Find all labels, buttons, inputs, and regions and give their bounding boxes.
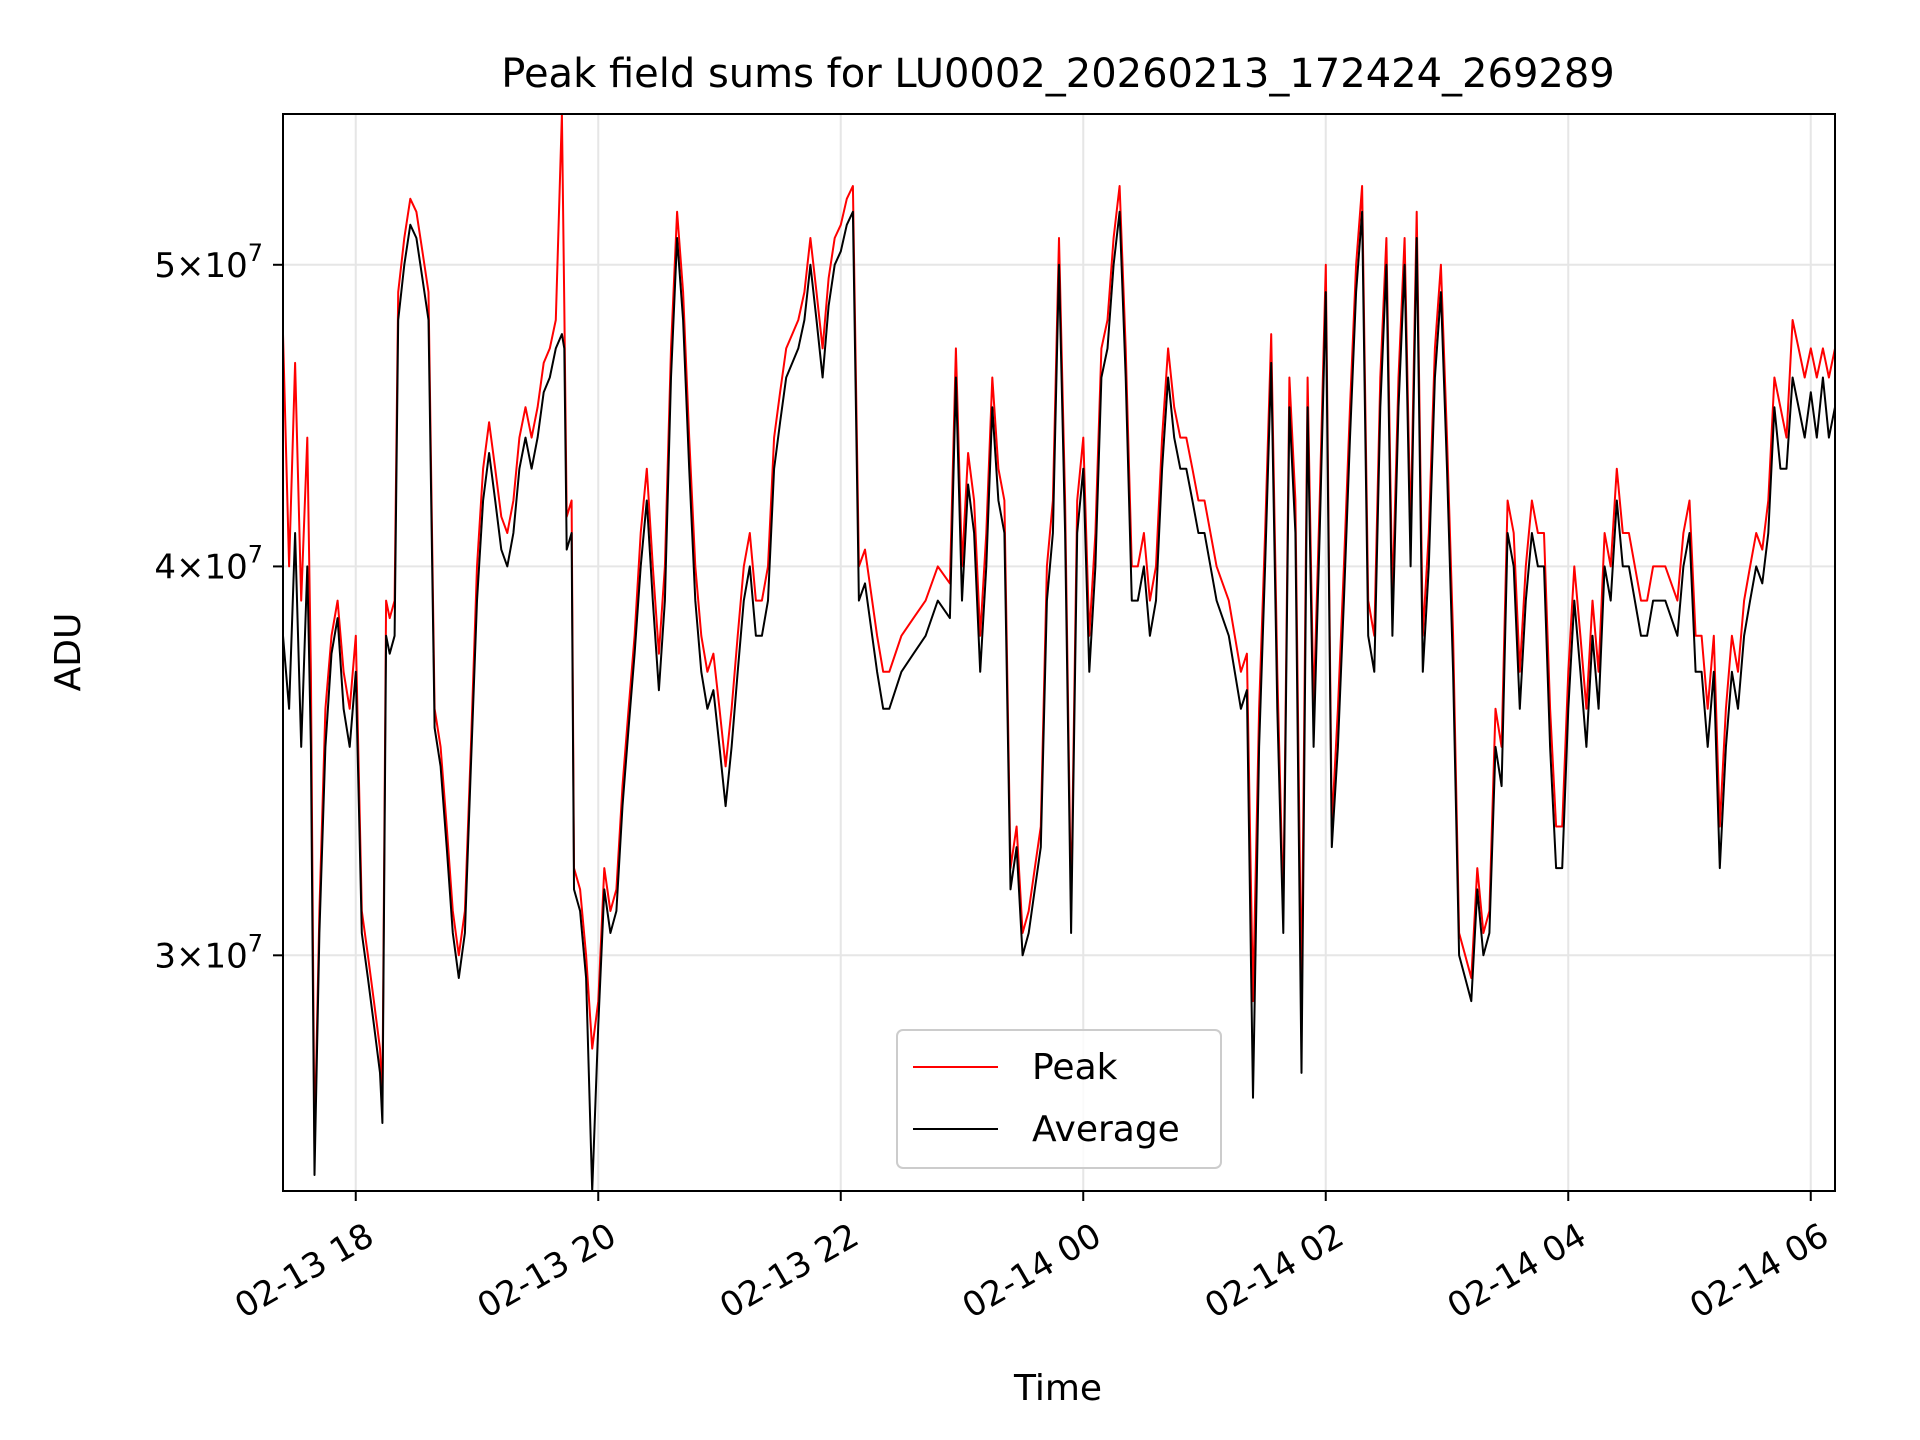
plot-frame xyxy=(282,113,1836,1192)
series-line-average xyxy=(282,210,1836,1192)
legend: Peak Average xyxy=(896,1029,1222,1169)
y-tick-label: 4×107 xyxy=(154,540,263,587)
y-tick-label: 3×107 xyxy=(154,929,263,976)
y-tick-label: 5×107 xyxy=(154,239,263,286)
chart-title: Peak field sums for LU0002_20260213_1724… xyxy=(501,51,1615,97)
x-axis-label: Time xyxy=(1013,1368,1102,1409)
grid xyxy=(283,114,1835,1191)
legend-box xyxy=(896,1029,1222,1169)
y-axis-label: ADU xyxy=(48,613,89,692)
plot-series xyxy=(282,113,1836,1192)
legend-label-average: Average xyxy=(1032,1109,1180,1150)
legend-label-peak: Peak xyxy=(1032,1047,1118,1088)
y-axis-ticks: 3×107 4×107 5×107 xyxy=(154,239,283,976)
